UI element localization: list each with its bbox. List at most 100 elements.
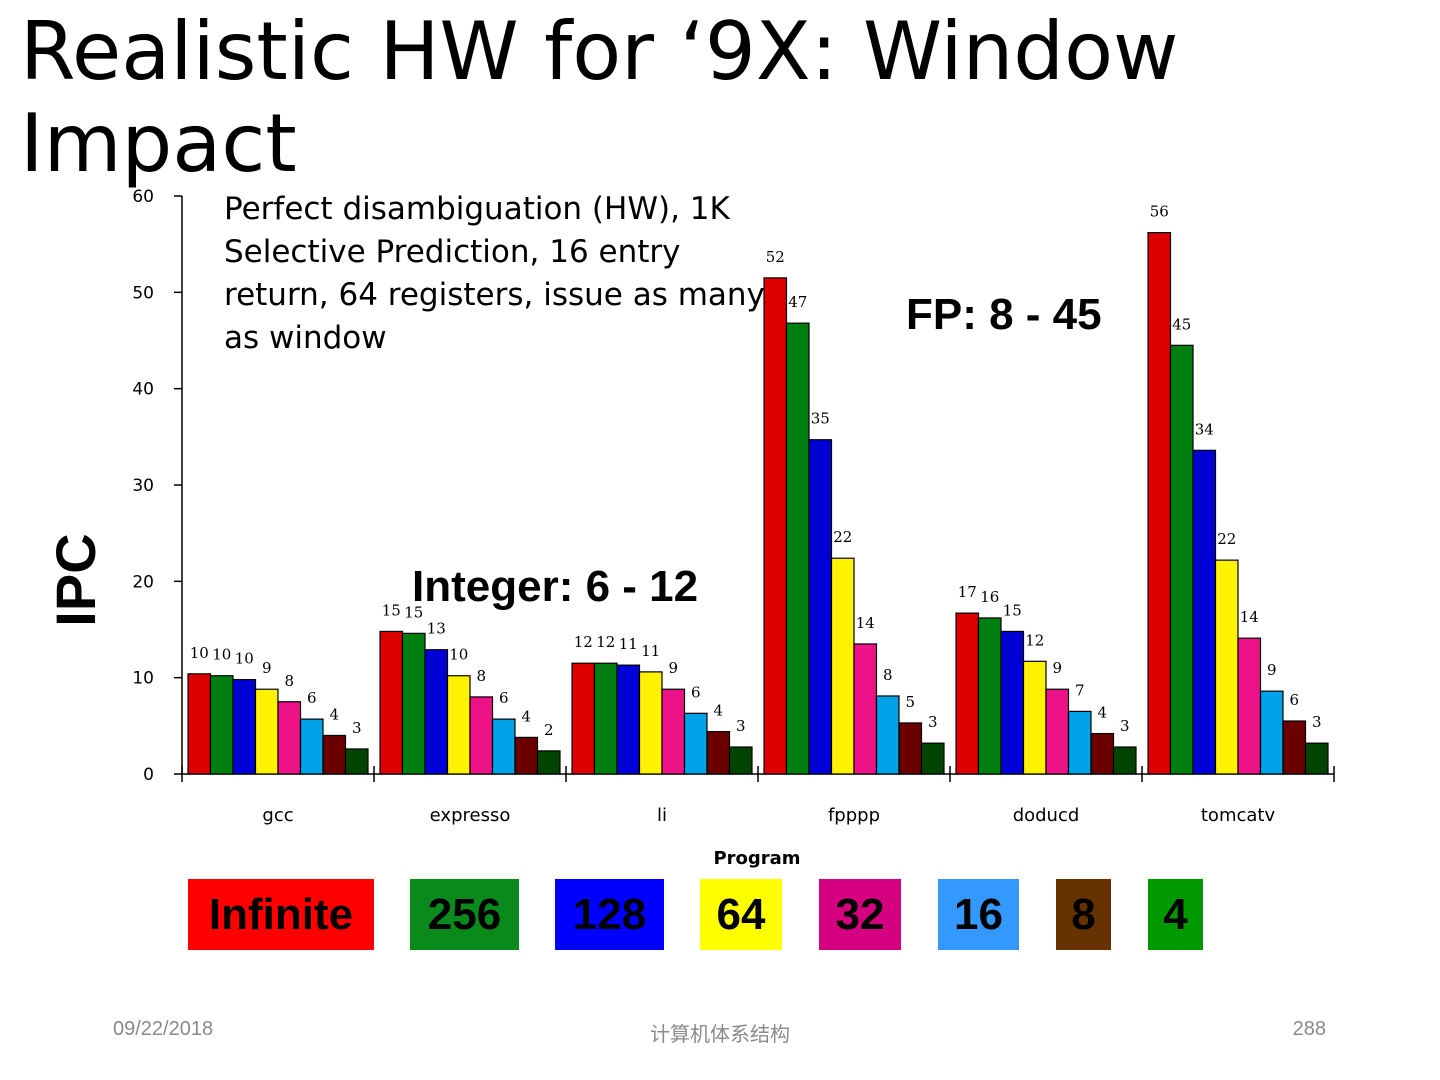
x-category-label: tomcatv [1201,805,1276,826]
bar [254,688,279,775]
bar-value-label: 4 [1097,704,1107,722]
bar-value-label: 22 [1217,530,1236,548]
bar [1147,232,1172,775]
bar-value-label: 4 [521,707,531,725]
bar [277,701,302,775]
bar-value-label: 10 [212,646,231,664]
configuration-note: Perfect disambiguation (HW), 1K Selectiv… [224,191,765,356]
y-tick-label: 20 [132,572,154,592]
bar [661,688,686,775]
legend-128: 128 [555,879,664,950]
bar [1304,742,1329,775]
bar-value-label: 3 [1120,717,1130,735]
bar [469,696,494,775]
bar-value-label: 2 [544,721,554,739]
x-category-label: expresso [430,805,511,826]
bar-value-label: 35 [811,410,830,428]
bar-value-label: 22 [833,528,852,546]
legend-infinite: Infinite [188,879,374,950]
bar [1112,746,1137,775]
bar [1282,720,1307,775]
x-axis-title: Program [713,848,800,869]
bar-value-label: 34 [1195,420,1214,438]
y-tick-label: 30 [132,476,154,496]
bar [638,671,663,775]
bar [299,718,324,775]
bar-value-label: 9 [1267,661,1277,679]
legend-4: 4 [1148,879,1203,950]
bar [955,612,980,775]
bar [977,617,1002,775]
bar-value-label: 10 [190,644,209,662]
bar-value-label: 56 [1150,203,1169,221]
bar-value-label: 9 [668,659,678,677]
x-category-label: fpppp [828,805,880,826]
bar-value-label: 15 [404,603,423,621]
bar [1192,449,1217,775]
bar-value-label: 6 [1289,691,1299,709]
bar-value-label: 15 [382,601,401,619]
bar-value-label: 16 [980,588,999,606]
footer-course-title: 计算机体系结构 [650,1024,790,1046]
legend-256: 256 [410,879,519,950]
bar [1169,344,1194,775]
bar [401,632,426,775]
bar [683,712,708,775]
chart-axes [174,195,1335,782]
bar-value-label: 3 [1312,713,1322,731]
y-tick-label: 40 [132,380,154,400]
bar-value-label: 10 [449,646,468,664]
slide-title: Realistic HW for ‘9X: Window Impact [20,5,1179,190]
bar [322,734,347,775]
bar [1214,559,1239,775]
bar-value-label: 8 [284,672,294,690]
y-tick-label: 0 [143,765,154,785]
bar-value-label: 17 [958,583,977,601]
bar-value-label: 13 [427,620,446,638]
bar [536,750,561,775]
legend-8: 8 [1056,879,1111,950]
y-tick-label: 50 [132,283,154,303]
bar [232,678,257,775]
bar [830,557,855,775]
legend-16: 16 [938,879,1019,950]
bar-value-label: 3 [352,719,362,737]
chart-tick-labels: 0 10 20 30 40 50 60 gcc expresso li fpppp doducd tom… [132,187,1275,826]
bar [808,439,833,775]
integer-range-callout: Integer: 6 - 12 [412,562,699,611]
bar [616,664,641,775]
bar [1237,637,1262,775]
bar-value-label: 11 [619,635,638,653]
bar-value-label: 6 [499,689,509,707]
fp-range-callout: FP: 8 - 45 [906,290,1102,339]
bar-value-label: 12 [596,633,615,651]
y-tick-label: 10 [132,669,154,689]
bar [344,748,369,775]
bar [209,675,234,775]
bar-value-label: 52 [766,248,785,266]
bar-value-label: 45 [1172,315,1191,333]
bar-value-label: 9 [262,659,272,677]
x-category-label: doducd [1013,805,1080,826]
legend-32: 32 [819,879,901,950]
y-tick-label: 60 [132,187,154,207]
bar-value-label: 9 [1052,659,1062,677]
bar-value-label: 8 [476,667,486,685]
legend-64: 64 [700,879,782,950]
bar [785,322,810,775]
bar [187,673,212,775]
bar [1067,710,1092,775]
bar [593,662,618,775]
bar-value-label: 10 [235,650,254,668]
bar [898,722,923,775]
bar [853,643,878,775]
bar-value-label: 6 [307,689,317,707]
bar [728,746,753,775]
bar [875,695,900,775]
bar [514,736,539,775]
bar-value-label: 47 [788,293,807,311]
bar-value-label: 4 [713,702,723,720]
bar-value-label: 12 [1025,631,1044,649]
